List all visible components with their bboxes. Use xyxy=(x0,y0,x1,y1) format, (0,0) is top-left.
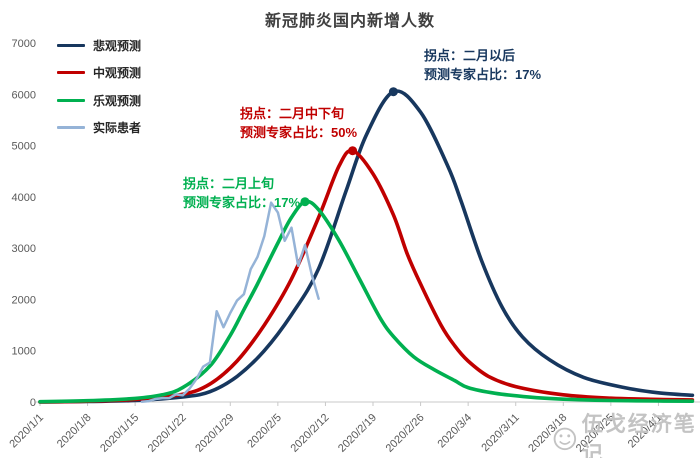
annotation-line: 拐点：二月上旬 xyxy=(183,176,275,191)
svg-text:2020/3/4: 2020/3/4 xyxy=(436,412,475,451)
svg-text:2020/2/26: 2020/2/26 xyxy=(384,412,427,455)
svg-text:4000: 4000 xyxy=(12,192,36,204)
legend-item-optimistic: 乐观预测 xyxy=(57,91,141,109)
svg-text:2000: 2000 xyxy=(12,294,36,306)
annotation-optimistic-turning-point: 拐点：二月上旬 预测专家占比：17% xyxy=(183,174,300,212)
svg-text:1000: 1000 xyxy=(12,346,36,358)
legend-item-actual: 实际患者 xyxy=(57,119,141,137)
legend-label: 实际患者 xyxy=(93,121,142,135)
x-axis-labels: 2020/1/1 2020/1/8 2020/1/15 2020/1/22 2020/1… xyxy=(7,402,665,455)
svg-text:3000: 3000 xyxy=(12,243,36,255)
legend-label: 乐观预测 xyxy=(93,93,142,108)
chart-legend: 悲观预测 中观预测 乐观预测 实际患者 xyxy=(57,36,141,146)
annotation-line: 预测专家占比：17% xyxy=(183,195,301,210)
svg-text:0: 0 xyxy=(30,397,36,409)
annotation-line: 预测专家占比：50% xyxy=(240,125,358,140)
optimistic-line-swatch xyxy=(57,98,85,102)
legend-item-pessimistic: 悲观预测 xyxy=(57,36,141,54)
annotation-moderate-turning-point: 拐点：二月中下旬 预测专家占比：50% xyxy=(240,104,357,142)
svg-text:2020/1/22: 2020/1/22 xyxy=(146,412,189,455)
svg-text:2020/1/29: 2020/1/29 xyxy=(193,412,236,455)
svg-text:2020/1/1: 2020/1/1 xyxy=(7,412,46,451)
svg-text:2020/3/11: 2020/3/11 xyxy=(479,412,522,455)
series-moderate xyxy=(38,146,695,404)
svg-text:2020/2/12: 2020/2/12 xyxy=(288,412,331,455)
legend-label: 中观预测 xyxy=(93,66,142,80)
moderate-peak-marker xyxy=(348,146,358,156)
svg-text:2020/3/25: 2020/3/25 xyxy=(574,412,617,455)
pessimistic-peak-marker xyxy=(388,87,398,97)
y-axis-labels: 0 1000 2000 3000 4000 5000 6000 7000 xyxy=(12,38,36,409)
series-pessimistic xyxy=(38,87,695,404)
svg-text:2020/1/15: 2020/1/15 xyxy=(98,412,141,455)
annotation-line: 预测专家占比：17% xyxy=(424,67,542,82)
svg-text:2020/3/18: 2020/3/18 xyxy=(526,412,569,455)
series-actual xyxy=(140,201,320,404)
svg-text:2020/1/8: 2020/1/8 xyxy=(55,412,94,451)
optimistic-peak-marker xyxy=(300,197,310,207)
svg-text:7000: 7000 xyxy=(12,38,36,50)
pessimistic-line-swatch xyxy=(57,43,85,47)
svg-text:2020/2/5: 2020/2/5 xyxy=(245,412,284,451)
svg-text:5000: 5000 xyxy=(12,141,36,153)
svg-text:2020/4/1: 2020/4/1 xyxy=(626,412,665,451)
annotation-line: 拐点：二月中下旬 xyxy=(240,106,345,121)
annotation-pessimistic-turning-point: 拐点：二月以后 预测专家占比：17% xyxy=(424,46,541,84)
annotation-line: 拐点：二月以后 xyxy=(424,48,516,63)
svg-text:2020/2/19: 2020/2/19 xyxy=(336,412,379,455)
series-optimistic xyxy=(38,197,695,404)
legend-item-moderate: 中观预测 xyxy=(57,64,141,82)
chart-title: 新冠肺炎国内新增人数 xyxy=(264,13,435,30)
svg-text:6000: 6000 xyxy=(12,89,36,101)
legend-label: 悲观预测 xyxy=(93,38,142,53)
moderate-line-swatch xyxy=(57,71,85,74)
actual-line-swatch xyxy=(57,126,85,129)
